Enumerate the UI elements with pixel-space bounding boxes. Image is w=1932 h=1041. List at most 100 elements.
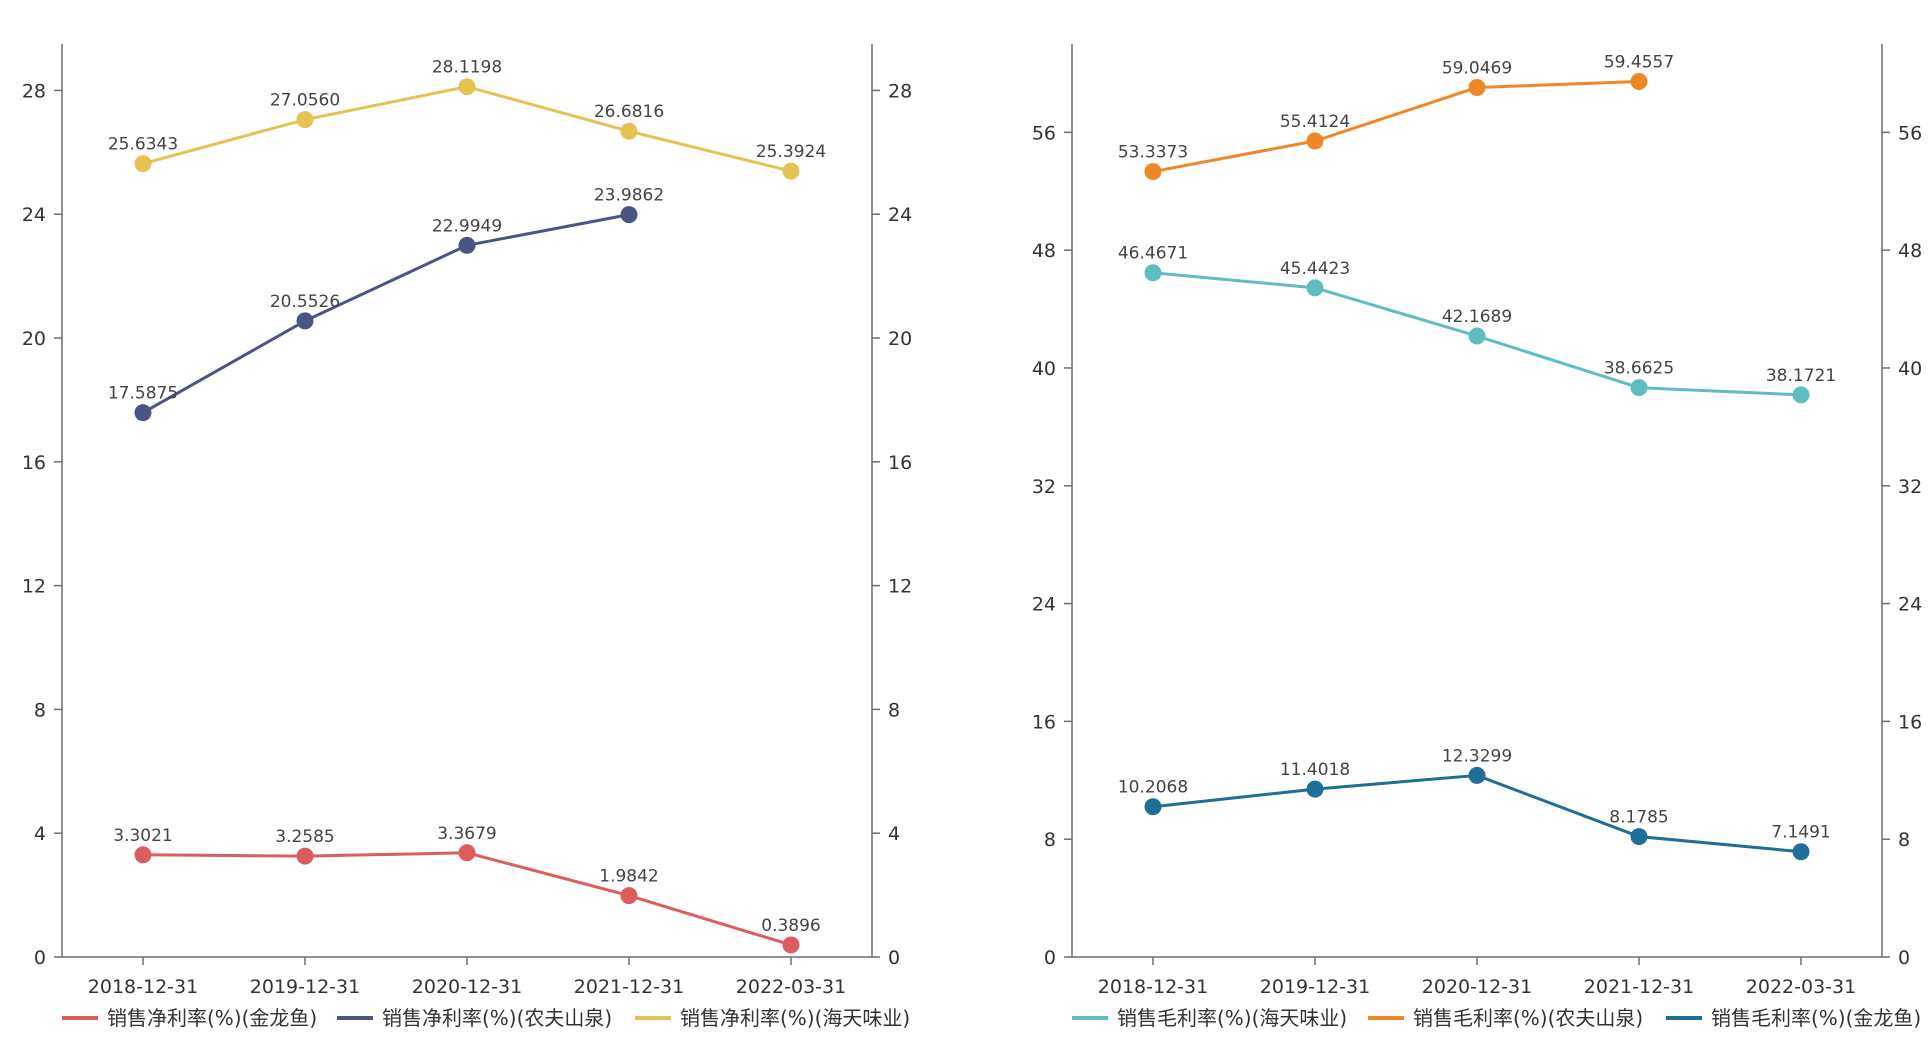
data-point[interactable] [134, 155, 152, 173]
y-tick-label-left: 16 [22, 452, 46, 474]
y-tick-label-right: 16 [1898, 711, 1922, 733]
y-tick-label-left: 4 [34, 823, 46, 845]
data-label: 38.1721 [1766, 366, 1836, 386]
x-tick-label: 2019-12-31 [1260, 976, 1370, 998]
y-tick-label-right: 24 [888, 204, 912, 226]
legend-label: 销售毛利率(%)(农夫山泉) [1413, 1006, 1643, 1030]
data-point[interactable] [1630, 379, 1648, 397]
data-label: 23.9862 [594, 186, 664, 206]
data-point[interactable] [296, 111, 314, 129]
legend-item[interactable]: 销售净利率(%)(金龙鱼) [62, 1006, 317, 1030]
x-tick-label: 2021-12-31 [574, 976, 684, 998]
x-tick-label: 2018-12-31 [88, 976, 198, 998]
data-label: 59.4557 [1604, 52, 1674, 72]
data-point[interactable] [1630, 72, 1648, 90]
data-point[interactable] [620, 887, 638, 905]
legend-label: 销售毛利率(%)(金龙鱼) [1711, 1006, 1921, 1030]
y-tick-label-left: 0 [1044, 947, 1056, 969]
x-tick-label: 2022-03-31 [1746, 976, 1856, 998]
series-line [1152, 79, 1640, 174]
data-point[interactable] [1792, 843, 1810, 861]
y-tick-label-right: 16 [888, 452, 912, 474]
data-label: 11.4018 [1280, 760, 1350, 780]
y-tick-label-right: 20 [888, 328, 912, 350]
y-tick-label-right: 28 [888, 80, 912, 102]
legend-label: 销售净利率(%)(金龙鱼) [107, 1006, 317, 1030]
y-tick-label-left: 12 [22, 576, 46, 598]
x-tick-label: 2019-12-31 [250, 976, 360, 998]
data-label: 25.3924 [756, 142, 826, 162]
data-point[interactable] [458, 236, 476, 254]
data-label: 55.4124 [1280, 112, 1350, 132]
legend-label: 销售毛利率(%)(海天味业) [1117, 1006, 1347, 1030]
y-tick-label-right: 8 [888, 699, 900, 721]
y-tick-label-left: 48 [1032, 240, 1056, 262]
data-point[interactable] [296, 847, 314, 865]
data-point[interactable] [1630, 828, 1648, 846]
data-point[interactable] [134, 404, 152, 422]
y-tick-label-right: 48 [1898, 240, 1922, 262]
y-tick-label-right: 56 [1898, 122, 1922, 144]
data-label: 45.4423 [1280, 259, 1350, 279]
series-3: 25.6343 27.0560 28.1198 26.6816 25.3924 [108, 58, 826, 180]
data-point[interactable] [1144, 798, 1162, 816]
data-point[interactable] [1468, 766, 1486, 784]
data-label: 28.1198 [432, 58, 502, 78]
data-point[interactable] [1792, 386, 1810, 404]
data-point[interactable] [1468, 78, 1486, 96]
x-tick-label: 2020-12-31 [1422, 976, 1532, 998]
data-point[interactable] [782, 936, 800, 954]
data-point[interactable] [1144, 163, 1162, 181]
data-point[interactable] [620, 122, 638, 140]
series-2: 17.5875 20.5526 22.9949 23.9862 [108, 186, 664, 422]
data-label: 38.6625 [1604, 359, 1674, 379]
x-tick-label: 2018-12-31 [1098, 976, 1208, 998]
data-label: 7.1491 [1771, 823, 1830, 843]
y-tick-label-right: 0 [888, 947, 900, 969]
series-1: 3.3021 3.2585 3.3679 1.9842 0.3896 [113, 824, 821, 954]
y-tick-label-right: 24 [1898, 594, 1922, 616]
data-point[interactable] [1306, 279, 1324, 297]
data-label: 25.6343 [108, 135, 178, 155]
legend-item[interactable]: 销售毛利率(%)(农夫山泉) [1368, 1006, 1643, 1030]
data-point[interactable] [1144, 264, 1162, 282]
legend-label: 销售净利率(%)(海天味业) [680, 1006, 910, 1030]
x-tick-label: 2021-12-31 [1584, 976, 1694, 998]
series-3: 10.2068 11.4018 12.3299 8.1785 7.1491 [1118, 746, 1831, 861]
data-label: 26.6816 [594, 102, 664, 122]
y-tick-label-right: 4 [888, 823, 900, 845]
data-point[interactable] [620, 206, 638, 224]
data-point[interactable] [782, 162, 800, 180]
y-tick-label-left: 16 [1032, 711, 1056, 733]
data-label: 0.3896 [761, 916, 820, 936]
data-point[interactable] [134, 846, 152, 864]
y-tick-label-right: 32 [1898, 476, 1922, 498]
series-line [142, 213, 630, 414]
y-tick-label-left: 8 [34, 699, 46, 721]
data-label: 3.3679 [437, 824, 496, 844]
data-label: 3.2585 [275, 827, 334, 847]
legend-label: 销售净利率(%)(农夫山泉) [382, 1006, 612, 1030]
series-line [1152, 773, 1802, 854]
legend-item[interactable]: 销售净利率(%)(海天味业) [635, 1006, 910, 1030]
x-tick-label: 2020-12-31 [412, 976, 522, 998]
data-point[interactable] [458, 78, 476, 96]
series-line [142, 85, 792, 173]
data-point[interactable] [1306, 132, 1324, 150]
x-tick-label: 2022-03-31 [736, 976, 846, 998]
data-label: 12.3299 [1442, 746, 1512, 766]
y-tick-label-right: 8 [1898, 829, 1910, 851]
legend-item[interactable]: 销售毛利率(%)(金龙鱼) [1666, 1006, 1921, 1030]
data-point[interactable] [1468, 327, 1486, 345]
legend-item[interactable]: 销售净利率(%)(农夫山泉) [337, 1006, 612, 1030]
y-tick-label-left: 8 [1044, 829, 1056, 851]
data-label: 53.3373 [1118, 143, 1188, 163]
data-point[interactable] [1306, 780, 1324, 798]
data-label: 42.1689 [1442, 307, 1512, 327]
data-label: 59.0469 [1442, 58, 1512, 78]
legend-item[interactable]: 销售毛利率(%)(海天味业) [1072, 1006, 1347, 1030]
data-point[interactable] [296, 312, 314, 330]
data-point[interactable] [458, 844, 476, 862]
y-tick-label-right: 0 [1898, 947, 1910, 969]
